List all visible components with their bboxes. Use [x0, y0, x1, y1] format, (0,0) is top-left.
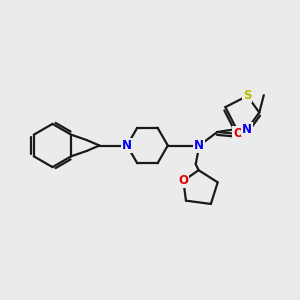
Text: O: O	[178, 174, 188, 187]
Text: N: N	[242, 122, 252, 136]
Text: O: O	[233, 127, 243, 140]
Text: N: N	[194, 139, 204, 152]
Text: S: S	[243, 89, 251, 103]
Text: N: N	[122, 139, 132, 152]
